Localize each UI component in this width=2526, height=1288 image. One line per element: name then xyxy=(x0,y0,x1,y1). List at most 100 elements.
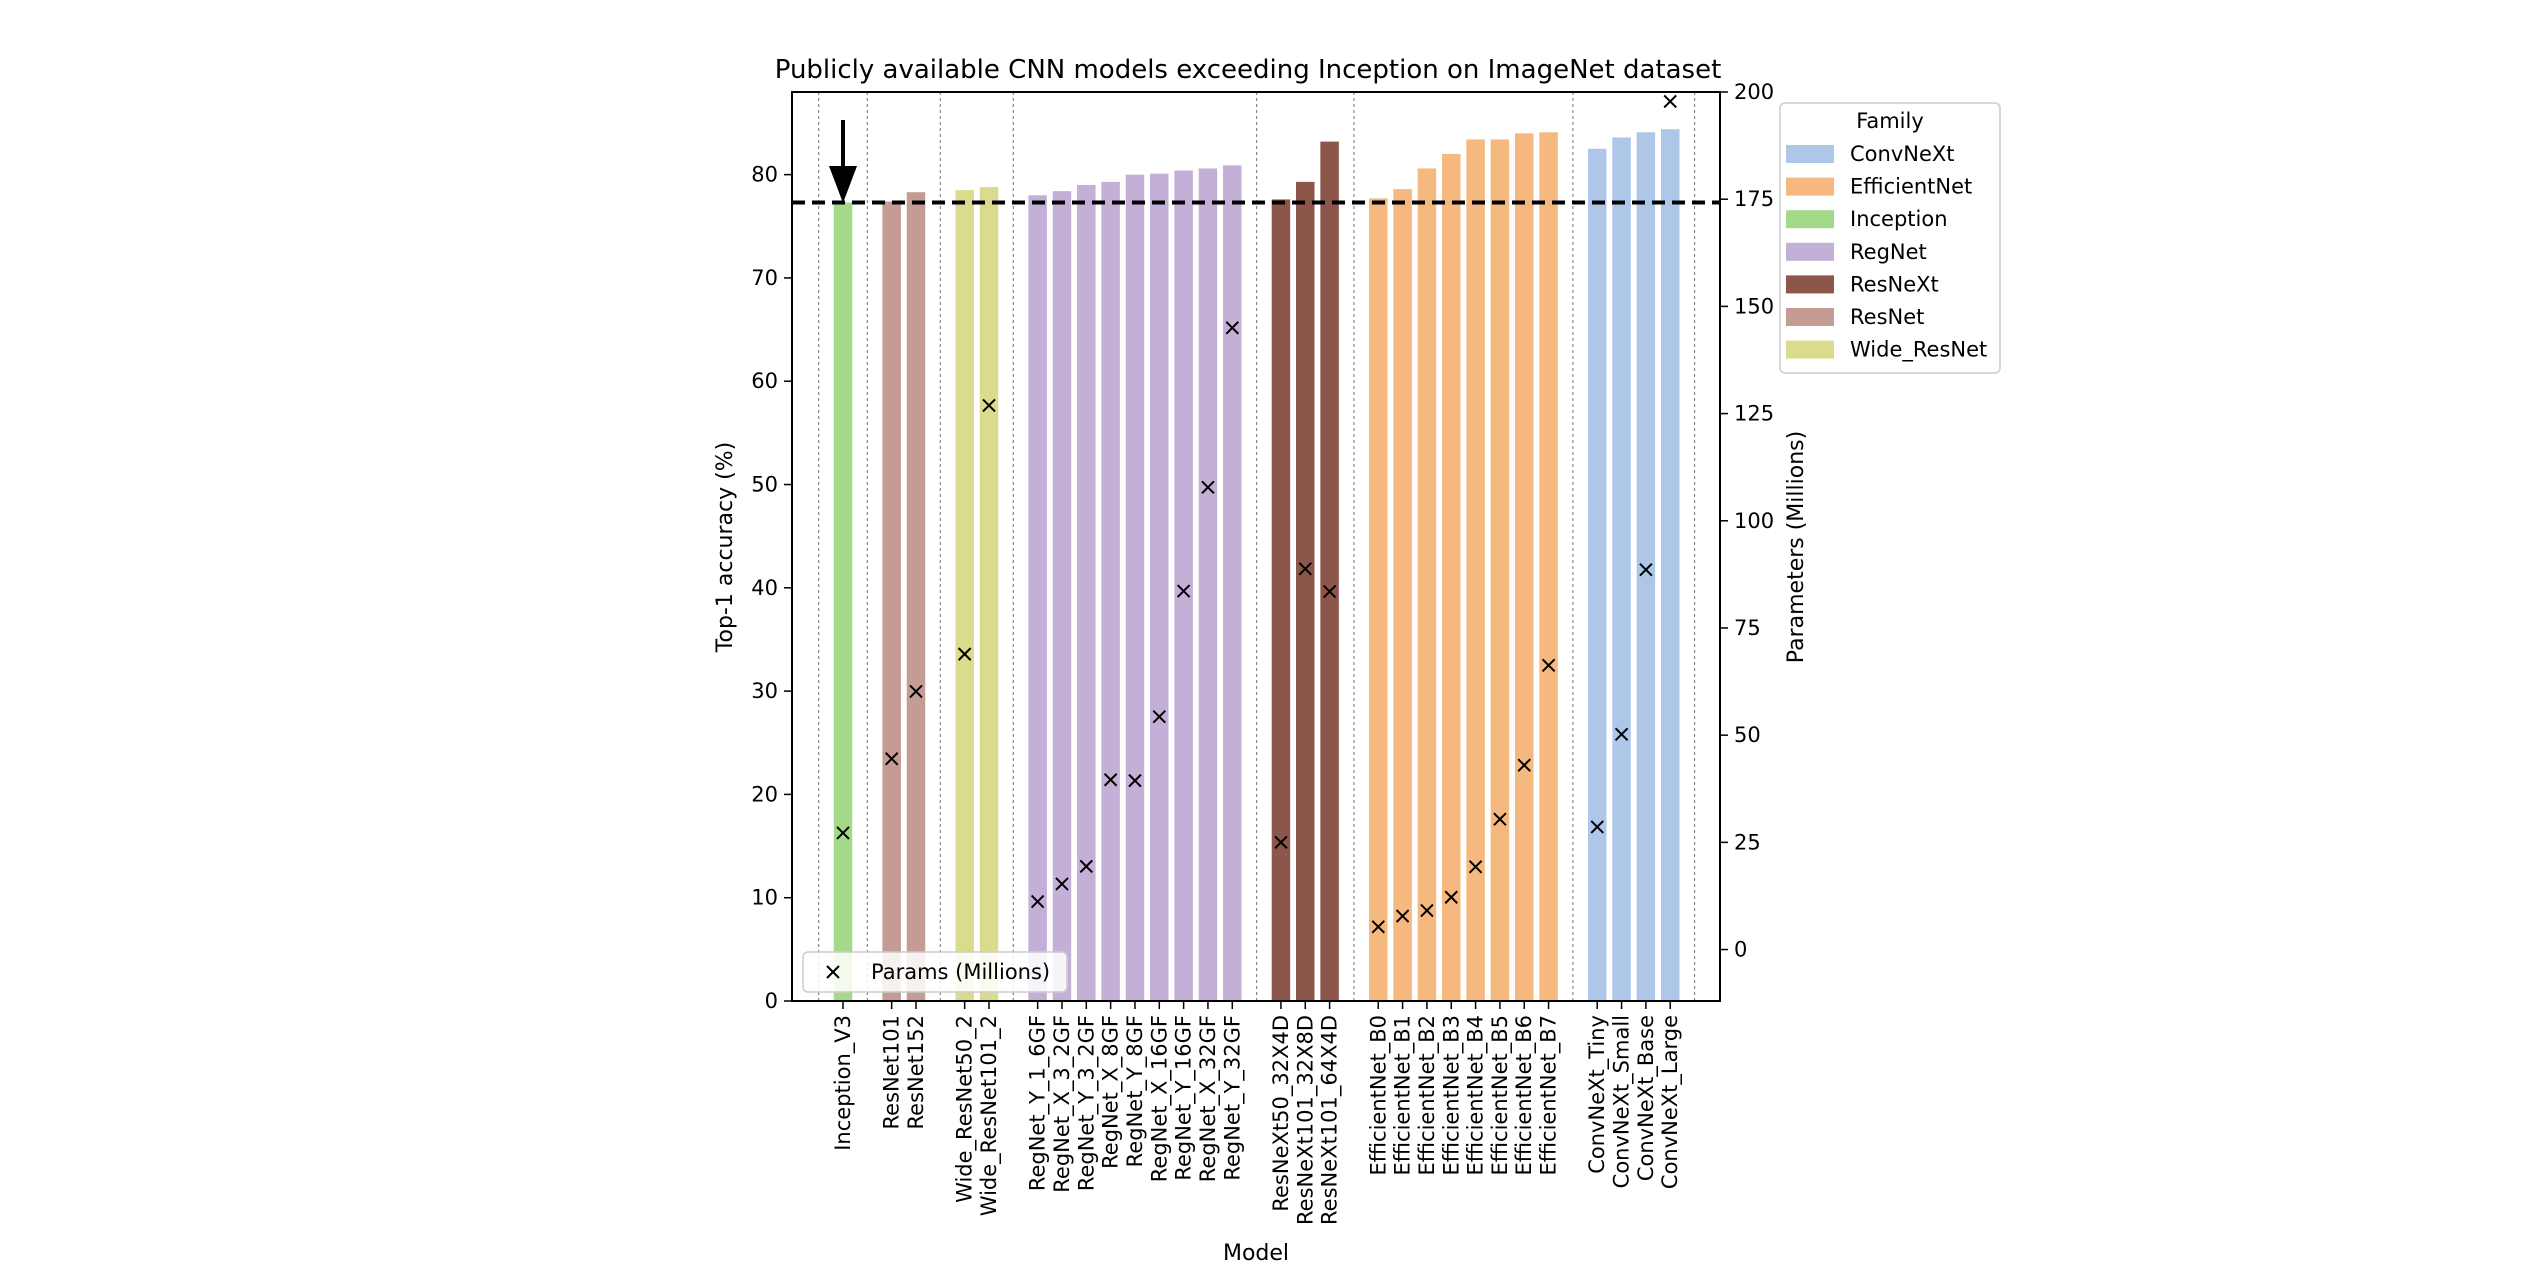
legend-swatch-inception xyxy=(1786,210,1834,229)
x-tick-label-inception-v3: Inception_V3 xyxy=(831,1015,856,1151)
y-axis-label: Top-1 accuracy (%) xyxy=(713,442,738,653)
bar-wide-resnet101-2 xyxy=(979,187,999,1002)
param-marker-resnext101-32x8d xyxy=(1298,562,1312,576)
x-tick-label-regnet-y-8gf: RegNet_Y_8GF xyxy=(1123,1015,1148,1167)
bar-regnet-y-1-6gf xyxy=(1028,195,1047,1001)
param-markers xyxy=(836,94,1677,934)
x-tick-label-resnext101-32x8d: ResNeXt101_32X8D xyxy=(1293,1015,1318,1225)
reference-layer xyxy=(792,120,1720,205)
marker-stroke xyxy=(836,826,850,840)
x-tick-label-efficientnet-b7: EfficientNet_B7 xyxy=(1537,1015,1562,1176)
legend-swatch-resnet xyxy=(1786,308,1834,326)
x-tick-label-regnet-x-8gf: RegNet_X_8GF xyxy=(1099,1015,1124,1169)
group-separators xyxy=(818,92,1696,1001)
marker-stroke xyxy=(957,647,972,661)
y-tick-label: 70 xyxy=(751,266,778,290)
param-marker-efficientnet-b0 xyxy=(1371,920,1385,934)
bar-efficientnet-b3 xyxy=(1442,153,1461,1001)
bar-resnet101 xyxy=(882,201,901,1002)
marker-stroke xyxy=(1517,758,1531,772)
params-legend-box xyxy=(802,951,1068,993)
marker-stroke xyxy=(1030,894,1045,909)
bar-convnext-small xyxy=(1612,137,1631,1001)
param-marker-regnet-y-3-2gf xyxy=(1079,859,1094,874)
param-marker-efficientnet-b6 xyxy=(1517,758,1531,772)
bar-regnet-x-16gf xyxy=(1150,173,1169,1002)
x-tick-label-regnet-x-3-2gf: RegNet_X_3_2GF xyxy=(1050,1015,1075,1193)
plot-frame xyxy=(791,91,1721,1002)
y-tick-label: 10 xyxy=(751,886,778,910)
y-tick-label: 0 xyxy=(765,989,778,1013)
bar-efficientnet-b1 xyxy=(1393,189,1412,1002)
y2-tick-label: 175 xyxy=(1734,187,1774,211)
marker-stroke xyxy=(1663,94,1677,109)
params-legend-label: Params (Millions) xyxy=(871,960,1050,984)
bar-wide-resnet50-2 xyxy=(955,190,974,1001)
x-tick-label-wide-resnet101-2: Wide_ResNet101_2 xyxy=(977,1015,1002,1216)
x-tick-label-resnet101: ResNet101 xyxy=(880,1015,904,1129)
params-legend: Params (Millions) xyxy=(802,951,1068,993)
y2-tick-label: 50 xyxy=(1734,723,1761,747)
marker-stroke xyxy=(1298,562,1312,576)
bar-regnet-y-3-2gf xyxy=(1077,184,1096,1001)
x-tick-label-efficientnet-b1: EfficientNet_B1 xyxy=(1391,1015,1416,1176)
legend-swatch-efficientnet xyxy=(1786,177,1834,196)
y2-tick-label: 200 xyxy=(1734,80,1774,104)
param-marker-efficientnet-b7 xyxy=(1541,658,1556,672)
bar-resnet152 xyxy=(906,192,926,1001)
y-tick-label: 40 xyxy=(751,576,778,600)
x-tick-label-resnext50-32x4d: ResNeXt50_32X4D xyxy=(1269,1015,1294,1212)
y-tick-label: 80 xyxy=(751,163,778,187)
marker-stroke xyxy=(1395,909,1410,923)
arrow-head xyxy=(829,166,857,203)
marker-stroke xyxy=(1225,321,1239,335)
param-marker-resnet101 xyxy=(884,752,899,766)
bar-resnext50-32x4d xyxy=(1271,199,1291,1002)
param-marker-efficientnet-b1 xyxy=(1395,909,1410,923)
x-tick-label-regnet-y-1-6gf: RegNet_Y_1_6GF xyxy=(1026,1015,1051,1191)
bar-convnext-tiny xyxy=(1587,148,1607,1001)
marker-stroke xyxy=(1152,710,1166,724)
family-legend-title: Family xyxy=(1856,109,1924,133)
param-marker-efficientnet-b4 xyxy=(1468,860,1483,874)
x-tick-label-regnet-x-16gf: RegNet_X_16GF xyxy=(1147,1015,1172,1182)
marker-stroke xyxy=(909,684,923,699)
marker-stroke xyxy=(884,752,899,766)
bar-efficientnet-b4 xyxy=(1466,139,1485,1001)
x-tick-label-resnet152: ResNet152 xyxy=(904,1015,928,1129)
legend-label-regnet: RegNet xyxy=(1850,240,1927,264)
param-marker-regnet-y-1-6gf xyxy=(1030,894,1045,909)
marker-stroke xyxy=(1128,773,1142,788)
param-marker-resnext50-32x4d xyxy=(1274,835,1288,850)
x-tick-label-regnet-y-32gf: RegNet_Y_32GF xyxy=(1220,1015,1245,1181)
x-tick-label-regnet-y-16gf: RegNet_Y_16GF xyxy=(1172,1015,1197,1181)
marker-stroke xyxy=(1322,584,1337,599)
x-axis: Inception_V3 ResNet101 ResNet152 Wide_ResNe… xyxy=(831,1001,1683,1225)
marker-stroke xyxy=(1274,835,1288,850)
bar-efficientnet-b0 xyxy=(1369,198,1388,1002)
param-marker-convnext-tiny xyxy=(1590,820,1604,834)
params-legend-marker xyxy=(826,965,840,979)
bar-resnext101-32x8d xyxy=(1296,181,1315,1001)
param-marker-regnet-x-32gf xyxy=(1201,480,1215,495)
marker-stroke xyxy=(982,398,996,413)
legend-swatch-regnet xyxy=(1786,242,1834,261)
param-marker-efficientnet-b3 xyxy=(1444,890,1458,904)
x-tick-label-convnext-tiny: ConvNeXt_Tiny xyxy=(1585,1015,1610,1174)
marker-stroke xyxy=(1614,727,1629,742)
legend-label-efficientnet: EfficientNet xyxy=(1850,175,1972,199)
bar-convnext-large xyxy=(1660,129,1680,1001)
x-axis-label: Model xyxy=(1223,1241,1289,1266)
marker-stroke xyxy=(1444,890,1458,904)
bar-regnet-y-32gf xyxy=(1223,165,1242,1001)
y-axis-left: 0 10 20 30 40 50 60 70 80 xyxy=(751,163,792,1013)
bar-efficientnet-b2 xyxy=(1417,168,1437,1002)
bars xyxy=(833,129,1680,1002)
bar-efficientnet-b5 xyxy=(1490,139,1510,1001)
bar-inception-v3 xyxy=(833,202,853,1002)
param-marker-efficientnet-b2 xyxy=(1420,903,1434,918)
marker-stroke xyxy=(1103,773,1118,787)
marker-stroke xyxy=(1079,859,1094,874)
legend-swatch-resnext xyxy=(1786,275,1834,294)
x-tick-label-resnext101-64x4d: ResNeXt101_64X4D xyxy=(1318,1015,1343,1225)
